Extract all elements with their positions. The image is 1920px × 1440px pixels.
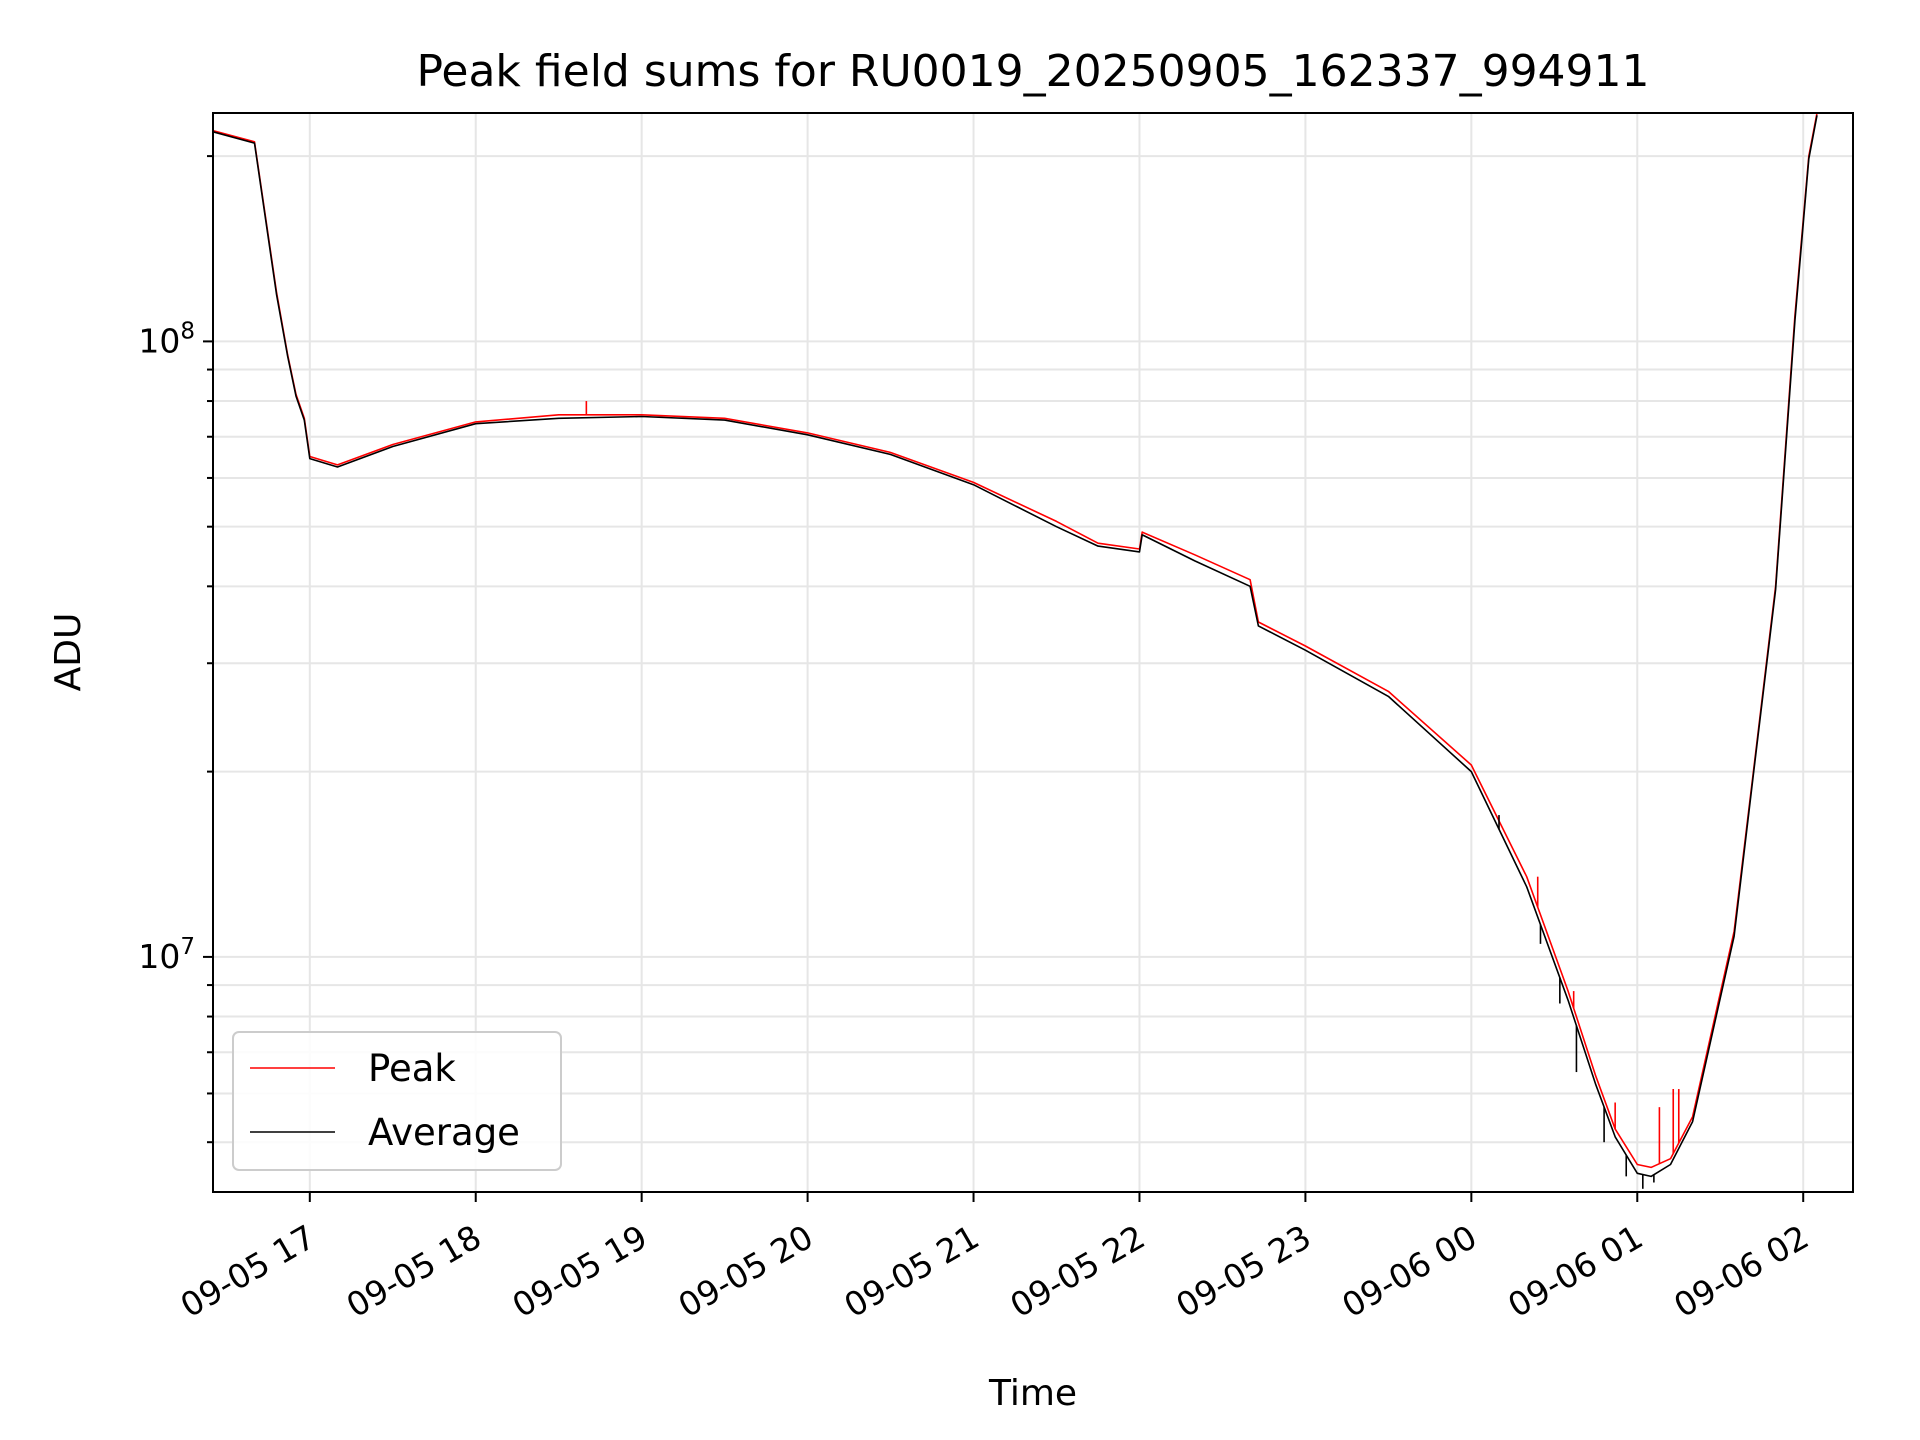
grid [213, 113, 1853, 1192]
x-axis-label: Time [988, 1373, 1077, 1414]
legend-label-average: Average [368, 1111, 520, 1154]
y-tick-label: 108 [138, 318, 195, 360]
legend-box [232, 1031, 562, 1171]
plot-frame [212, 112, 1854, 1193]
legend: Peak Average [232, 1031, 562, 1171]
y-tick-label: 107 [138, 934, 195, 976]
y-axis: 107 108 [138, 155, 213, 1144]
plot-lines [212, 112, 1818, 1189]
y-axis-label: ADU [48, 613, 89, 692]
series-line-average [212, 115, 1818, 1178]
series-line-peak [212, 112, 1818, 1169]
chart-title: Peak field sums for RU0019_20250905_1623… [416, 46, 1649, 97]
legend-label-peak: Peak [368, 1047, 456, 1090]
